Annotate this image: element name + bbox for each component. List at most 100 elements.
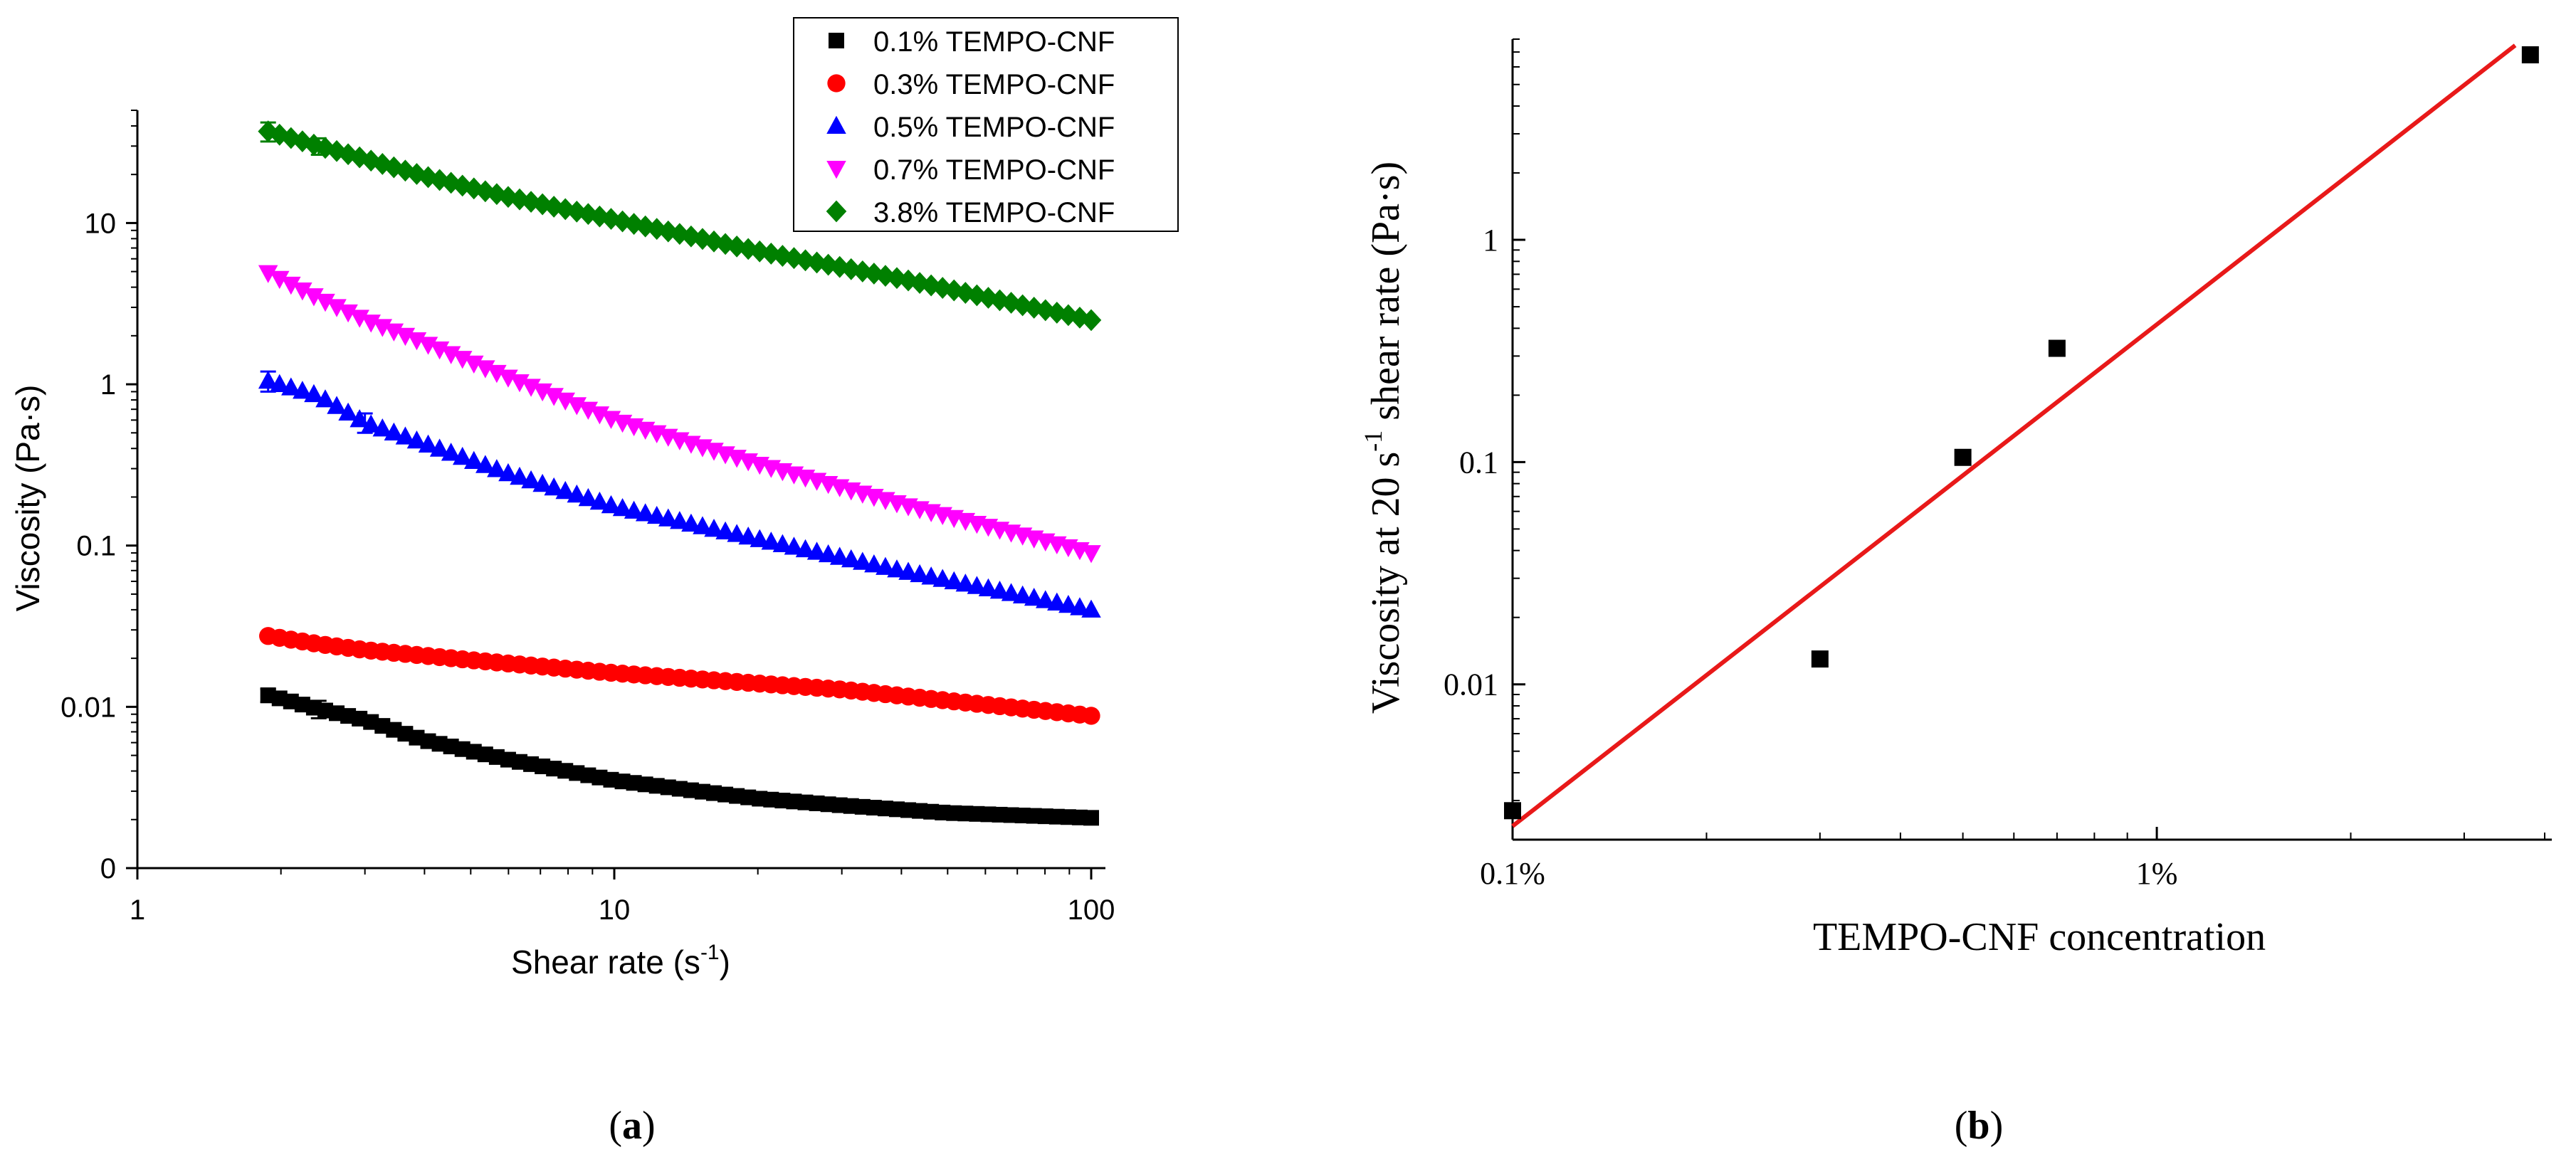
data-point [693, 516, 713, 534]
panel-b-label: (b) [1955, 1104, 2003, 1148]
data-point [567, 484, 587, 503]
data-point [486, 183, 508, 206]
legend-label: 0.1% TEMPO-CNF [873, 26, 1115, 58]
data-point [853, 551, 873, 570]
series-5 [258, 120, 1102, 332]
data-point [337, 143, 359, 166]
data-point [487, 364, 507, 384]
legend-marker [826, 161, 846, 179]
data-point [955, 574, 976, 592]
y-tick-label: 0.1 [1459, 445, 1498, 480]
data-point [269, 374, 290, 392]
data-point [1070, 597, 1090, 616]
data-point [418, 434, 438, 453]
data-point [818, 544, 838, 563]
data-point [772, 534, 793, 552]
y-tick-label: 0.1 [76, 531, 116, 562]
data-point [806, 542, 827, 560]
x-tick-label: 1% [2136, 856, 2178, 891]
data-point [681, 513, 701, 532]
data-point [441, 443, 461, 461]
data-point [567, 397, 587, 416]
x-tick-label: 100 [1068, 894, 1115, 926]
data-point [327, 396, 347, 414]
data-point [258, 265, 278, 283]
data-point [315, 389, 335, 408]
data-point [670, 511, 690, 529]
fit-line [1511, 43, 2517, 828]
data-point [349, 310, 369, 328]
data-point [875, 265, 896, 287]
data-point [578, 203, 599, 226]
panel-b: 0.1% 1% 0.01 0.1 1 TEMPO-CNF concentration V… [1359, 38, 2552, 1148]
data-point [750, 529, 770, 547]
data-point [555, 480, 575, 500]
data-point [669, 223, 690, 245]
panel-a-data-points [258, 120, 1102, 826]
data-point [281, 377, 301, 396]
data-point [1001, 583, 1021, 601]
data-point [578, 401, 599, 420]
data-point [418, 337, 438, 355]
legend-label: 0.7% TEMPO-CNF [873, 154, 1115, 186]
data-point [841, 549, 861, 568]
y-tick-label: 1 [1483, 223, 1498, 258]
data-point [293, 381, 312, 399]
data-point [567, 200, 587, 223]
data-point [384, 422, 404, 440]
series-2 [259, 627, 1100, 725]
data-point [510, 374, 530, 393]
data-point [1504, 802, 1521, 820]
data-point [304, 288, 324, 307]
panel-a-legend: 0.1% TEMPO-CNF 0.3% TEMPO-CNF 0.5% TEMPO-C… [793, 17, 1179, 232]
data-point [555, 392, 575, 411]
data-point [361, 414, 381, 433]
data-point [395, 159, 416, 182]
data-point [726, 235, 747, 258]
data-point [406, 332, 427, 351]
data-point [978, 578, 999, 597]
data-point [269, 270, 290, 290]
y-tick-label: 0 [100, 853, 116, 884]
data-point [715, 521, 735, 539]
data-point [646, 505, 667, 524]
data-point [658, 508, 678, 527]
data-point [887, 559, 907, 578]
panel-a-x-axis-label: Shear rate (s-1) [511, 941, 730, 981]
data-point [1012, 585, 1033, 603]
data-point [738, 526, 758, 545]
data-point [967, 576, 987, 594]
data-point [876, 556, 895, 575]
data-point [395, 426, 416, 445]
legend-marker [826, 115, 846, 134]
data-point [464, 355, 484, 374]
data-point [624, 500, 644, 519]
data-point [612, 497, 633, 517]
data-point [510, 466, 530, 485]
data-point [452, 351, 473, 369]
data-point [704, 519, 724, 537]
data-point [532, 473, 552, 492]
panel-b-x-axis-label: TEMPO-CNF concentration [1813, 915, 2266, 959]
data-point [372, 418, 393, 437]
data-point [338, 402, 358, 421]
series-3 [258, 370, 1101, 618]
series-1 [260, 687, 1099, 826]
data-point [658, 220, 679, 243]
data-point [338, 304, 358, 323]
y-tick-label: 10 [85, 208, 117, 239]
data-point [829, 546, 850, 565]
data-point [589, 406, 610, 425]
data-point [1082, 707, 1100, 725]
data-point [1036, 590, 1056, 608]
data-point [749, 240, 770, 263]
data-point [1811, 650, 1829, 668]
data-point [304, 384, 324, 403]
y-tick-label: 0.01 [61, 692, 116, 723]
y-tick-label: 0.01 [1444, 667, 1498, 702]
data-point [315, 137, 336, 159]
legend-label: 0.3% TEMPO-CNF [873, 69, 1115, 100]
legend-marker [827, 74, 846, 93]
panel-a: 1 10 100 0 0.01 0.1 1 10 Shear rate (s-1) Visco… [9, 17, 1179, 1148]
